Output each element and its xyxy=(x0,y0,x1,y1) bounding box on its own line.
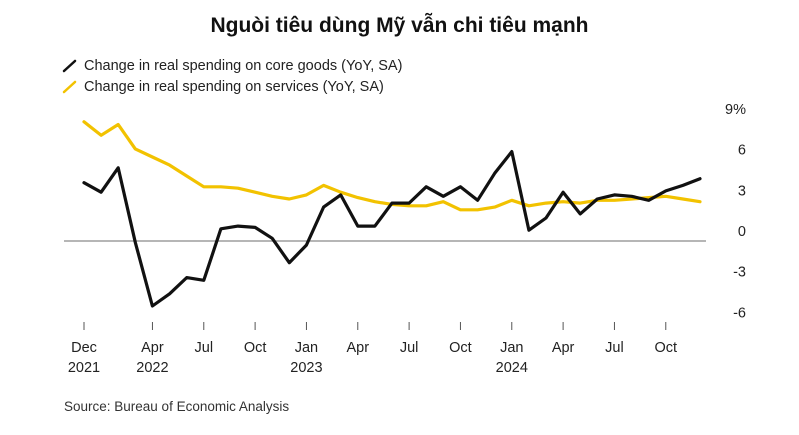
y-tick-label: 9% xyxy=(725,102,746,118)
x-tick-label: Jul xyxy=(195,340,214,356)
x-tick-label: Jan xyxy=(500,340,523,356)
x-tick-label: Apr xyxy=(141,340,164,356)
y-tick-label: -6 xyxy=(733,305,746,321)
x-tick-label: Apr xyxy=(346,340,369,356)
x-tick-label: Oct xyxy=(654,340,677,356)
y-tick-label: 0 xyxy=(738,224,746,240)
legend-label-core-goods: Change in real spending on core goods (Y… xyxy=(84,57,403,74)
chart-title: Nguòi tiêu dùng Mỹ vẫn chi tiêu mạnh xyxy=(210,14,589,37)
x-tick-label: Apr xyxy=(552,340,575,356)
x-tick-year-label: 2022 xyxy=(136,360,168,376)
y-tick-label: -3 xyxy=(733,265,746,281)
x-tick-label: Oct xyxy=(244,340,267,356)
x-tick-year-label: 2023 xyxy=(290,360,322,376)
x-tick-label: Jul xyxy=(605,340,624,356)
source-note: Source: Bureau of Economic Analysis xyxy=(64,399,290,414)
x-tick-year-label: 2021 xyxy=(68,360,100,376)
x-tick-label: Jul xyxy=(400,340,419,356)
y-tick-label: 6 xyxy=(738,143,746,159)
x-tick-label: Jan xyxy=(295,340,318,356)
legend-swatch-services xyxy=(62,80,78,94)
legend-swatch-core-goods xyxy=(62,59,78,73)
legend-item-services: Change in real spending on services (YoY… xyxy=(62,76,402,97)
x-tick-year-label: 2024 xyxy=(496,360,528,376)
series-line-core-goods xyxy=(82,150,702,308)
legend: Change in real spending on core goods (Y… xyxy=(62,55,402,97)
y-tick-label: 3 xyxy=(738,183,746,199)
x-tick-label: Dec xyxy=(71,340,97,356)
legend-item-core-goods: Change in real spending on core goods (Y… xyxy=(62,55,402,76)
x-tick-label: Oct xyxy=(449,340,472,356)
legend-label-services: Change in real spending on services (YoY… xyxy=(84,78,384,95)
